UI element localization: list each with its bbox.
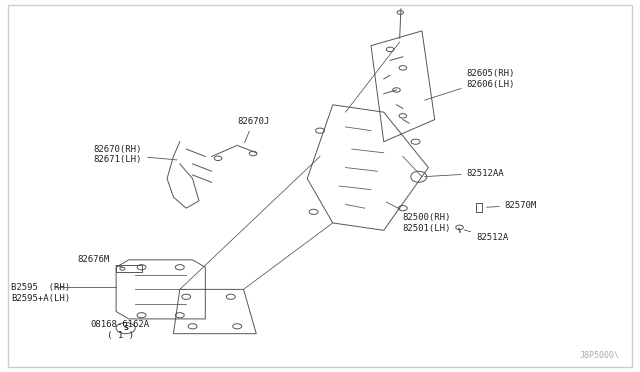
Text: B2595  (RH)
B2595+A(LH): B2595 (RH) B2595+A(LH): [11, 283, 70, 303]
Text: 82500(RH)
82501(LH): 82500(RH) 82501(LH): [386, 202, 451, 232]
Text: S: S: [123, 325, 128, 331]
Text: 82570M: 82570M: [486, 201, 537, 210]
Text: 82512A: 82512A: [464, 230, 508, 242]
Text: 82605(RH)
82606(LH): 82605(RH) 82606(LH): [424, 69, 515, 100]
Text: 82670J: 82670J: [237, 117, 269, 143]
Text: 82512AA: 82512AA: [425, 169, 504, 177]
Text: J8P5000\: J8P5000\: [579, 350, 620, 359]
Text: 82676M: 82676M: [78, 255, 123, 267]
Text: 82670(RH)
82671(LH): 82670(RH) 82671(LH): [94, 145, 177, 164]
Text: 08168-6162A
   ( 1 ): 08168-6162A ( 1 ): [91, 320, 150, 340]
